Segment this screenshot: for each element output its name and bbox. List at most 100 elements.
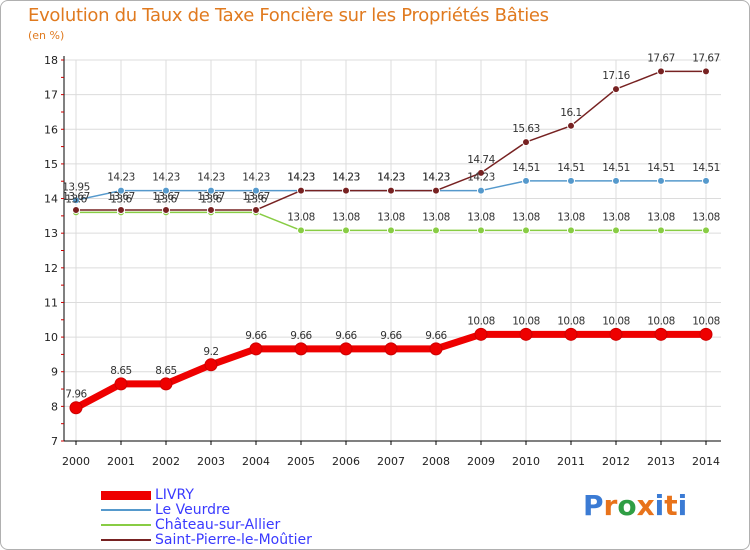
data-point <box>204 358 218 372</box>
data-point <box>567 226 575 235</box>
data-label: 13.08 <box>467 211 495 223</box>
data-point <box>297 186 305 195</box>
data-label: 13.08 <box>332 211 360 223</box>
data-point <box>654 327 668 341</box>
data-label: 17.67 <box>647 52 675 64</box>
data-label: 9.66 <box>380 330 402 342</box>
data-point <box>702 226 710 235</box>
data-label: 9.66 <box>245 330 267 342</box>
data-label: 13.08 <box>512 211 540 223</box>
data-label: 14.23 <box>332 172 360 184</box>
data-point <box>384 342 398 356</box>
data-label: 13.67 <box>242 191 270 203</box>
data-label: 16.1 <box>560 107 581 119</box>
data-point <box>114 377 128 391</box>
data-label: 13.67 <box>152 191 180 203</box>
x-tick-label: 2000 <box>62 455 90 468</box>
y-tick-label: 10 <box>44 331 58 344</box>
legend-item: Château-sur-Allier <box>101 517 280 533</box>
y-tick-label: 7 <box>51 435 58 448</box>
x-tick-label: 2008 <box>422 455 450 468</box>
data-label: 14.23 <box>332 172 360 184</box>
x-tick-label: 2005 <box>287 455 315 468</box>
legend-swatch <box>101 490 151 500</box>
data-point <box>159 377 173 391</box>
data-point <box>477 186 485 195</box>
data-label: 14.23 <box>152 172 180 184</box>
data-label: 14.23 <box>377 172 405 184</box>
y-unit-label: (en %) <box>28 29 65 42</box>
data-label: 13.08 <box>377 211 405 223</box>
data-point <box>207 186 215 195</box>
data-point <box>252 186 260 195</box>
data-point <box>477 226 485 235</box>
data-label: 13.95 <box>62 181 90 193</box>
data-label: 10.08 <box>512 315 540 327</box>
x-tick-label: 2001 <box>107 455 135 468</box>
data-label: 13.67 <box>197 191 225 203</box>
data-point <box>567 176 575 185</box>
data-point <box>612 85 620 94</box>
logo-letter: o <box>617 489 637 522</box>
x-tick-label: 2009 <box>467 455 495 468</box>
data-label: 9.66 <box>335 330 357 342</box>
y-tick-label: 11 <box>44 296 58 309</box>
data-point <box>699 327 713 341</box>
x-tick-label: 2010 <box>512 455 540 468</box>
data-point <box>657 226 665 235</box>
data-label: 14.23 <box>467 172 495 184</box>
y-tick-label: 17 <box>44 89 58 102</box>
legend-label: LIVRY <box>155 487 194 503</box>
data-point <box>432 226 440 235</box>
x-tick-label: 2007 <box>377 455 405 468</box>
data-point <box>657 67 665 76</box>
data-label: 10.08 <box>557 315 585 327</box>
data-label: 14.74 <box>467 154 495 166</box>
data-point <box>564 327 578 341</box>
data-point <box>702 176 710 185</box>
data-label: 14.23 <box>197 172 225 184</box>
logo-letter: i <box>654 489 665 522</box>
data-point <box>612 176 620 185</box>
data-label: 9.2 <box>203 346 218 358</box>
data-point <box>162 205 170 214</box>
data-label: 15.63 <box>512 123 540 135</box>
legend-item: Saint-Pierre-le-Moûtier <box>101 532 312 548</box>
logo-letter: P <box>583 489 604 522</box>
data-label: 14.51 <box>602 162 630 174</box>
logo-letter: t <box>664 489 678 522</box>
data-label: 9.66 <box>425 330 447 342</box>
data-label: 13.6 <box>65 193 87 205</box>
data-point <box>69 401 83 415</box>
data-point <box>207 205 215 214</box>
logo-letter: r <box>603 489 618 522</box>
legend-swatch <box>101 524 151 526</box>
legend-swatch <box>101 509 151 511</box>
legend-item: LIVRY <box>101 487 194 503</box>
data-label: 14.51 <box>557 162 585 174</box>
data-label: 13.08 <box>647 211 675 223</box>
data-label: 17.67 <box>692 52 720 64</box>
data-point <box>72 196 80 205</box>
data-label: 13.6 <box>245 193 267 205</box>
data-label: 10.08 <box>602 315 630 327</box>
legend-item: Le Veurdre <box>101 502 230 518</box>
chart-title: Evolution du Taux de Taxe Foncière sur l… <box>28 5 549 26</box>
data-label: 10.08 <box>692 315 720 327</box>
data-point <box>294 342 308 356</box>
x-tick-label: 2003 <box>197 455 225 468</box>
y-tick-label: 16 <box>44 123 58 136</box>
data-label: 14.51 <box>692 162 720 174</box>
proxiti-logo: Proxiti <box>583 489 687 522</box>
data-point <box>657 176 665 185</box>
data-label: 14.51 <box>647 162 675 174</box>
legend-label: Château-sur-Allier <box>155 517 281 533</box>
data-label: 13.67 <box>62 191 90 203</box>
data-point <box>522 176 530 185</box>
data-point <box>249 342 263 356</box>
y-tick-label: 15 <box>44 158 58 171</box>
data-label: 8.65 <box>155 365 176 377</box>
data-label: 14.23 <box>242 172 270 184</box>
